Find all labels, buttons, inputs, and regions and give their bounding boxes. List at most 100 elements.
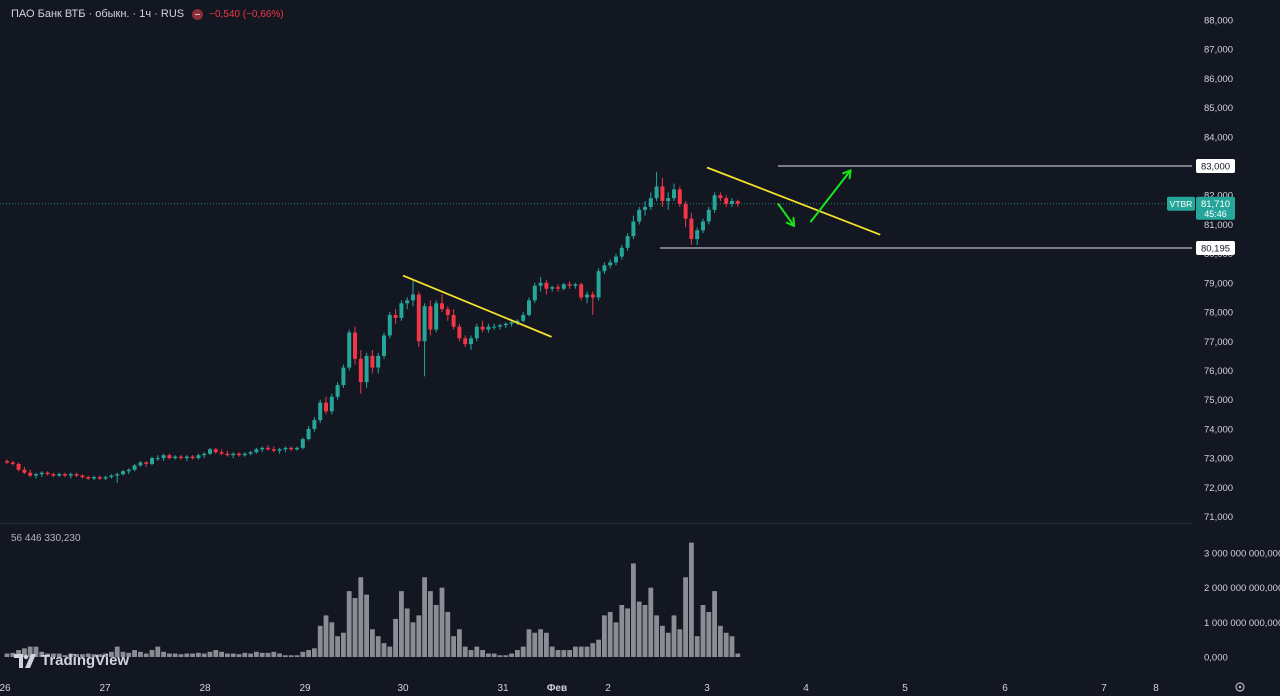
volume-bar xyxy=(283,655,288,657)
candle-body xyxy=(150,458,154,464)
candle xyxy=(225,450,230,457)
volume-bar xyxy=(132,650,137,657)
price-tick-label: 74,000 xyxy=(1204,424,1233,435)
candle xyxy=(242,452,247,457)
candle-body xyxy=(579,284,584,298)
candle xyxy=(121,469,125,476)
volume-bar xyxy=(364,594,369,657)
volume-bar xyxy=(97,654,103,657)
candle xyxy=(150,456,154,466)
volume-bar xyxy=(503,655,509,657)
volume-bar xyxy=(584,646,590,657)
candle-body xyxy=(405,300,410,304)
volume-bar xyxy=(428,591,433,657)
candle-body xyxy=(260,447,265,450)
candle-body xyxy=(730,201,734,204)
settings-icon[interactable] xyxy=(1235,682,1245,692)
volume-bar xyxy=(277,653,282,657)
price-tick-label: 86,000 xyxy=(1204,74,1233,85)
candle-body xyxy=(619,247,624,257)
volume-bar xyxy=(370,629,375,657)
volume-bar xyxy=(341,632,346,657)
time-tick-label: 8 xyxy=(1153,683,1159,694)
tradingview-logo[interactable]: TradingView xyxy=(14,652,129,669)
volume-bar xyxy=(700,605,706,657)
candle xyxy=(219,449,224,456)
volume-bar xyxy=(85,653,91,657)
trendline[interactable] xyxy=(706,166,881,236)
volume-bar xyxy=(567,650,572,657)
arrow-up[interactable] xyxy=(809,169,852,223)
candle xyxy=(503,322,508,329)
volume-bar xyxy=(393,618,398,657)
candle xyxy=(585,291,589,304)
symbol-tag xyxy=(1167,196,1195,211)
candle-body xyxy=(155,458,160,460)
candle xyxy=(590,291,595,315)
time-axis: 26 27 28 29 30 31 Фев 2 3 4 5 6 7 8 xyxy=(0,683,1159,694)
arrow-down[interactable] xyxy=(777,202,796,227)
candle xyxy=(167,453,172,460)
volume-bar xyxy=(497,655,503,657)
volume-bar xyxy=(596,639,601,657)
candle-body xyxy=(498,325,502,327)
candle xyxy=(266,444,270,451)
volume-bar xyxy=(619,605,625,657)
volume-bar xyxy=(346,591,352,657)
candle xyxy=(179,455,183,460)
level-price-tag xyxy=(1196,159,1235,174)
candle xyxy=(34,472,38,479)
candle-body xyxy=(463,338,468,345)
candle-body xyxy=(538,282,543,286)
candle xyxy=(538,277,543,292)
volume-bar xyxy=(22,648,27,657)
candle-body xyxy=(701,221,705,231)
candle-body xyxy=(196,455,201,459)
candle xyxy=(614,253,618,266)
volume-bar xyxy=(457,629,462,657)
volume-bar xyxy=(538,629,543,657)
price-tick-label: 78,000 xyxy=(1204,308,1233,319)
candle xyxy=(248,450,253,456)
symbol-title[interactable]: ПАО Банк ВТБ · обыкн. · 1ч · RUS xyxy=(11,8,185,20)
candle-body xyxy=(341,367,346,386)
volume-bar xyxy=(671,615,677,657)
volume-bar xyxy=(631,563,636,657)
market-status-icon[interactable] xyxy=(192,8,204,20)
candle-body xyxy=(277,449,282,451)
candle xyxy=(573,282,578,289)
volume-bar xyxy=(654,615,659,657)
volume-bar xyxy=(549,646,555,657)
volume-bar xyxy=(636,601,642,657)
volume-bar xyxy=(665,632,671,657)
candle xyxy=(254,447,259,454)
candle xyxy=(718,192,723,202)
candle xyxy=(318,399,323,424)
volume-tick-label: 0,000 xyxy=(1204,653,1228,664)
candle-body xyxy=(347,332,352,368)
volume-bar xyxy=(68,653,74,657)
candle-body xyxy=(585,294,589,298)
volume-bar xyxy=(271,651,277,657)
candle-body xyxy=(358,358,363,383)
candle xyxy=(411,279,415,307)
candle-body xyxy=(57,474,62,476)
candle xyxy=(399,300,404,321)
candle-body xyxy=(625,236,630,248)
candle-body xyxy=(556,287,560,289)
time-tick-label: 26 xyxy=(0,683,11,694)
candle xyxy=(608,259,613,269)
candles xyxy=(5,171,740,483)
chart-header: ПАО Банк ВТБ · обыкн. · 1ч · RUS −0,540 … xyxy=(11,8,284,20)
candle xyxy=(422,303,427,377)
volume-tick-label: 2 000 000 000,000 xyxy=(1204,583,1280,594)
volume-bar xyxy=(468,650,474,657)
volume-bar xyxy=(103,653,108,657)
candle-body xyxy=(97,477,102,479)
volume-bar xyxy=(607,611,613,657)
volume-bar xyxy=(718,625,723,657)
volume-bar xyxy=(312,648,317,657)
candle-body xyxy=(376,355,381,368)
trendline[interactable] xyxy=(402,274,552,338)
